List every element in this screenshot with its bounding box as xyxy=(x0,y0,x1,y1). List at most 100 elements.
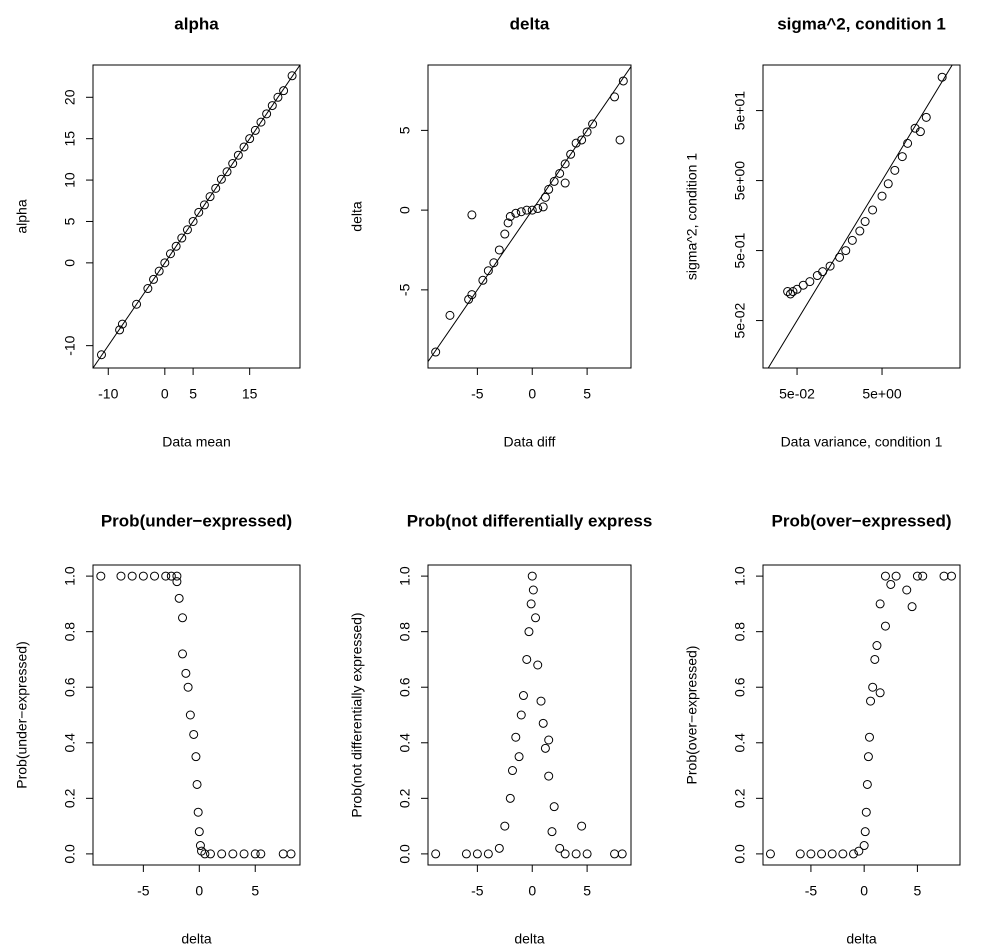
point xyxy=(817,849,827,859)
y-tick-label: 0.6 xyxy=(62,677,78,697)
point xyxy=(464,294,474,304)
point xyxy=(262,109,272,119)
point xyxy=(267,101,277,111)
x-tick-label: -5 xyxy=(137,883,150,899)
x-tick-label: 0 xyxy=(161,386,169,402)
y-tick-label: 5 xyxy=(397,126,413,134)
point xyxy=(500,229,510,239)
point xyxy=(149,274,159,284)
point xyxy=(191,752,201,762)
point xyxy=(937,72,947,82)
panel: Prob(under−expressed) delta Prob(under−exp… xyxy=(14,511,301,947)
point xyxy=(875,688,885,698)
point xyxy=(445,310,455,320)
y-tick-label: 5e-02 xyxy=(732,302,748,338)
point xyxy=(500,821,510,831)
plot-box xyxy=(427,564,632,866)
point xyxy=(166,571,176,581)
point xyxy=(472,849,482,859)
point xyxy=(278,849,288,859)
y-tick-label: 1.0 xyxy=(397,566,413,586)
point xyxy=(618,76,628,86)
panel-title: Prob(under−expressed) xyxy=(101,511,292,530)
point xyxy=(864,732,874,742)
point xyxy=(939,571,949,581)
point xyxy=(273,92,283,102)
point xyxy=(903,138,913,148)
x-axis-label: Data mean xyxy=(162,434,230,450)
panel: Prob(not differentially express delta Prob… xyxy=(349,511,653,946)
y-tick-label: 5e-01 xyxy=(732,232,748,268)
x-tick-label: -10 xyxy=(98,386,118,402)
point xyxy=(489,258,499,268)
point xyxy=(540,192,550,202)
point xyxy=(96,571,106,581)
point xyxy=(467,290,477,300)
y-tick-label: 1.0 xyxy=(732,566,748,586)
point xyxy=(194,207,204,217)
y-axis-label: delta xyxy=(349,201,365,232)
point xyxy=(478,275,488,285)
x-tick-label: -5 xyxy=(805,883,818,899)
point xyxy=(505,212,515,221)
point xyxy=(863,752,873,762)
point xyxy=(161,571,171,581)
point xyxy=(199,200,209,210)
point xyxy=(861,807,871,817)
point xyxy=(127,571,137,581)
point xyxy=(946,571,956,581)
point xyxy=(483,266,493,276)
x-tick-label: -5 xyxy=(471,386,484,402)
point xyxy=(172,577,182,587)
point xyxy=(571,138,581,148)
point xyxy=(503,218,513,228)
y-tick-label: 0.0 xyxy=(732,844,748,864)
x-axis-label: delta xyxy=(514,931,545,947)
point xyxy=(172,571,182,581)
point xyxy=(555,168,565,178)
point xyxy=(524,627,534,637)
point xyxy=(250,849,260,859)
reference-line xyxy=(767,65,953,368)
point xyxy=(239,849,249,859)
panel-title: sigma^2, condition 1 xyxy=(777,14,946,33)
point xyxy=(577,821,587,831)
point xyxy=(233,150,243,160)
y-tick-label: 0.4 xyxy=(62,733,78,753)
point xyxy=(915,127,925,137)
point xyxy=(875,599,885,609)
point xyxy=(279,86,289,96)
x-tick-label: 5e-02 xyxy=(779,386,815,402)
y-tick-label: 0.8 xyxy=(732,622,748,642)
point xyxy=(205,849,215,859)
point xyxy=(566,149,576,159)
y-axis-label: Prob(under−expressed) xyxy=(14,641,30,788)
y-tick-label: 0.4 xyxy=(397,733,413,753)
point xyxy=(555,843,565,853)
x-tick-label: 0 xyxy=(195,883,203,899)
point xyxy=(514,752,524,762)
panel-title: alpha xyxy=(174,14,219,33)
point xyxy=(192,779,202,789)
point xyxy=(115,325,125,335)
point xyxy=(461,849,471,859)
point xyxy=(178,649,188,659)
point xyxy=(849,849,859,859)
point xyxy=(560,159,570,169)
point xyxy=(228,159,238,169)
point xyxy=(890,165,900,175)
y-tick-label: 0.0 xyxy=(62,844,78,864)
point xyxy=(256,117,266,127)
point xyxy=(217,849,227,859)
point xyxy=(528,585,538,595)
point xyxy=(880,571,890,581)
point xyxy=(765,849,775,859)
x-tick-label: 5 xyxy=(914,883,922,899)
panel: Prob(over−expressed) delta Prob(over−expre… xyxy=(684,511,961,947)
point xyxy=(841,246,851,256)
point xyxy=(582,127,592,137)
point xyxy=(467,210,477,220)
point xyxy=(544,184,554,194)
point xyxy=(117,319,127,329)
